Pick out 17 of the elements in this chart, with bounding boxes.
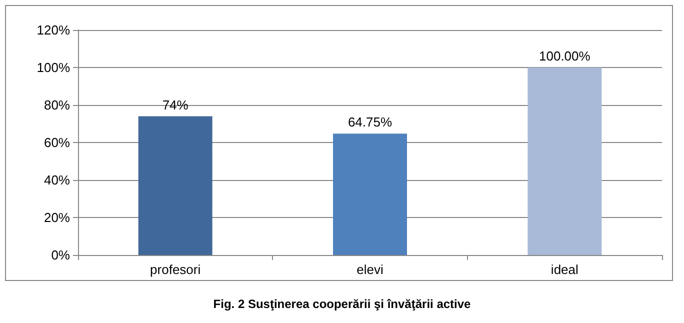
bar (138, 116, 212, 255)
y-tick-label: 120% (36, 22, 70, 38)
y-tick-label: 20% (44, 210, 70, 225)
text: Fig. 2 Susţinerea cooperării şi învăţării active (213, 297, 472, 311)
x-tick-label: profesori (150, 262, 201, 277)
bar (528, 68, 602, 255)
data-label: 74% (162, 97, 189, 112)
y-tick-label: 40% (44, 172, 70, 188)
data-label: 64.75% (348, 114, 392, 130)
bar (333, 134, 407, 255)
y-tick-label: 100% (36, 60, 70, 75)
data-label: 100.00% (539, 48, 591, 64)
x-tick-label: ideal (550, 262, 579, 277)
y-tick-label: 60% (44, 135, 70, 150)
y-tick-label: 80% (44, 98, 70, 112)
x-tick-label: elevi (356, 262, 384, 277)
y-tick-label: 0% (51, 248, 70, 262)
